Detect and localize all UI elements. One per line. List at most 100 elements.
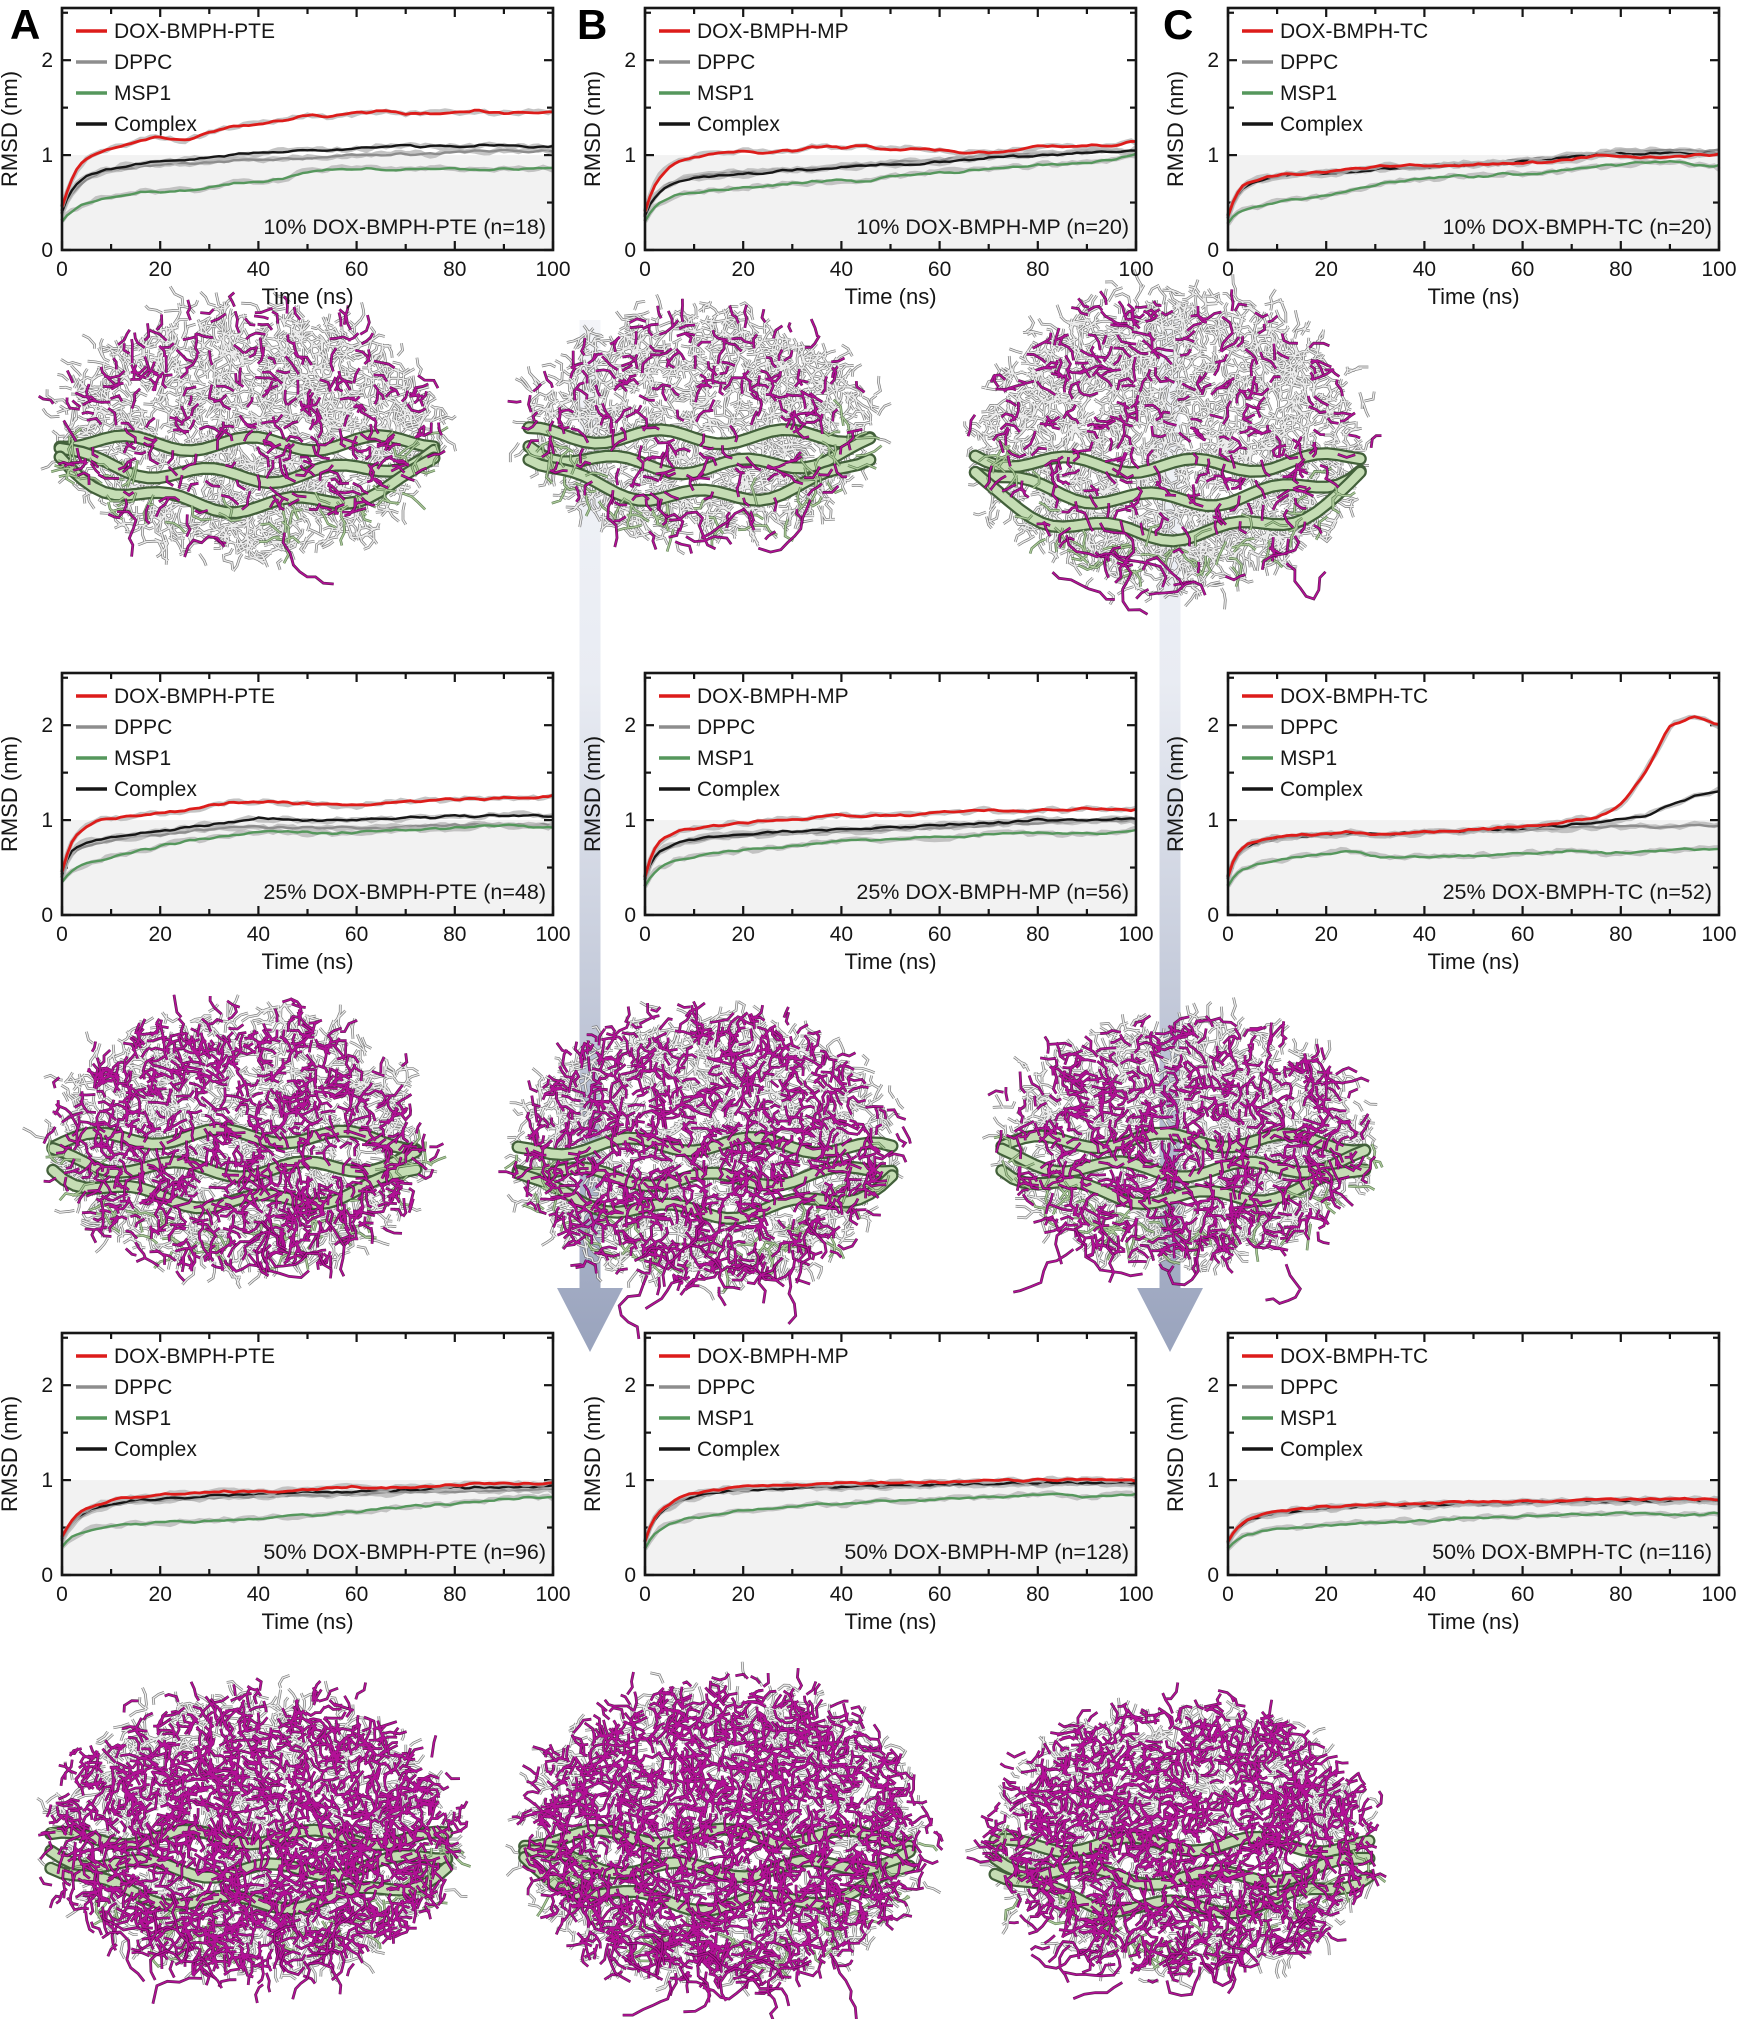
x-tick-label: 80 [1026,1583,1049,1606]
dox-bmph-dangling [1051,522,1327,615]
x-tick-label: 20 [732,1583,755,1606]
x-axis-label: Time (ns) [1427,284,1519,309]
nanodisc-snapshot-10pct-dox-bmph-pte [37,285,457,586]
legend: DOX-BMPH-TC DPPC MSP1 Complex [1242,20,1428,136]
series-line-complex [60,1484,554,1540]
legend-label: MSP1 [1280,1407,1337,1430]
y-axis-label: RMSD (nm) [0,1396,22,1512]
composition-annotation: 25% DOX-BMPH-MP (n=56) [856,880,1129,904]
x-tick-label: 0 [56,1583,68,1606]
legend-label: DPPC [1280,1376,1338,1399]
nanodisc-snapshot-50pct-dox-bmph-mp [505,1661,944,2019]
x-tick-label: 40 [830,1583,853,1606]
dox-bmph-dangling [618,1210,827,1340]
x-tick-label: 80 [443,258,466,281]
legend-label: Complex [114,1438,197,1461]
y-axis-label: RMSD (nm) [1166,1396,1188,1512]
x-axis-label: Time (ns) [1427,1609,1519,1634]
rmsd-plot-svg: 0 20 40 60 80 100 0 1 2 RMSD (nm) Time (ns) DOX-BMP… [583,1331,1154,1634]
series-line-dox-bmph-pte [60,108,553,208]
legend-label: DOX-BMPH-MP [697,20,849,43]
msp1-ribbon [46,1863,452,1914]
series-line-complex [60,813,554,876]
legend-label: DPPC [114,51,172,74]
x-tick-label: 60 [345,258,368,281]
plot-frame [643,6,1138,252]
rmsd-plot-svg: 0 20 40 60 80 100 0 1 2 RMSD (nm) Time (ns) DOX-BMP… [1166,6,1737,309]
dox-bmph-sticks [967,289,1382,600]
y-tick-label: 1 [1207,809,1219,832]
legend-label: DPPC [1280,51,1338,74]
series-line-msp1 [1227,160,1720,225]
legend-label: MSP1 [1280,747,1337,770]
x-tick-label: 20 [149,258,172,281]
x-tick-label: 20 [149,923,172,946]
plot-frame [60,671,555,917]
series-line-msp1 [643,1492,1137,1550]
legend-label: DPPC [114,716,172,739]
plot-frame [1226,1331,1721,1577]
x-tick-label: 0 [639,923,651,946]
msp1-ribbon [524,423,875,449]
series-line-dox-bmph-mp [643,806,1137,878]
msp1-ribbon [990,1854,1374,1889]
y-tick-label: 2 [624,714,636,737]
legend-label: DPPC [697,51,755,74]
legend-label: DOX-BMPH-TC [1280,20,1428,43]
x-tick-label: 60 [928,923,951,946]
y-tick-label: 1 [41,144,53,167]
legend-label: MSP1 [1280,82,1337,105]
nanodisc-snapshot-10pct-dox-bmph-mp [507,293,892,556]
y-tick-label: 2 [1207,1374,1219,1397]
x-tick-label: 60 [345,1583,368,1606]
y-tick-label: 2 [41,49,53,72]
x-tick-label: 60 [1511,923,1534,946]
rmsd-chart-25pct-pte: 0 20 40 60 80 100 0 1 2 RMSD (nm) Time (ns) DOX-BMP… [0,665,583,977]
legend-label: MSP1 [114,82,171,105]
y-tick-label: 2 [624,49,636,72]
x-tick-label: 80 [443,1583,466,1606]
legend-label: DOX-BMPH-TC [1280,1345,1428,1368]
nanodisc-snapshot-25pct-dox-bmph-pte [22,994,447,1290]
x-tick-label: 0 [1222,923,1234,946]
x-tick-label: 60 [1511,1583,1534,1606]
series-line-msp1 [61,823,554,883]
dox-bmph-dangling [116,510,334,585]
dox-bmph-dangling [607,1933,858,2019]
legend-label: DOX-BMPH-PTE [114,685,275,708]
rmsd-plot-svg: 0 20 40 60 80 100 0 1 2 RMSD (nm) Time (ns) DOX-BMP… [1166,671,1737,974]
x-axis-label: Time (ns) [844,1609,936,1634]
x-tick-label: 40 [247,258,270,281]
rmsd-chart-10pct-pte: 0 20 40 60 80 100 0 1 2 RMSD (nm) Time (ns) DOX-BMP… [0,0,583,312]
dox-bmph-dangling [1013,1227,1302,1305]
dox-bmph-sticks [38,291,446,545]
nanodisc-snapshot-50pct-dox-bmph-tc [965,1682,1387,2000]
dox-bmph-sticks [43,994,444,1282]
y-tick-label: 0 [41,239,53,262]
y-tick-label: 1 [1207,144,1219,167]
x-tick-label: 20 [732,923,755,946]
x-tick-label: 80 [1609,923,1632,946]
composition-annotation: 25% DOX-BMPH-PTE (n=48) [263,880,546,904]
rmsd-plot-svg: 0 20 40 60 80 100 0 1 2 RMSD (nm) Time (ns) DOX-BMP… [0,6,571,309]
rmsd-chart-50pct-pte: 0 20 40 60 80 100 0 1 2 RMSD (nm) Time (ns) DOX-BMP… [0,1325,583,1637]
legend: DOX-BMPH-MP DPPC MSP1 Complex [659,685,849,801]
x-tick-label: 80 [1609,1583,1632,1606]
x-tick-label: 40 [1413,923,1436,946]
legend-label: DPPC [697,716,755,739]
plot-frame [1226,6,1721,252]
x-tick-label: 100 [1701,923,1736,946]
series-line-dox-bmph-mp [643,140,1137,213]
dox-bmph-dangling [1030,1911,1327,2000]
y-tick-label: 0 [624,904,636,927]
composition-annotation: 50% DOX-BMPH-MP (n=128) [844,1540,1129,1564]
y-tick-label: 1 [41,809,53,832]
plot-frame [1226,671,1721,917]
series-error-fuzz-msp1 [60,821,555,883]
composition-annotation: 50% DOX-BMPH-TC (n=116) [1432,1540,1712,1564]
y-axis-label: RMSD (nm) [0,71,22,187]
rmsd-chart-50pct-mp: 0 20 40 60 80 100 0 1 2 RMSD (nm) Time (ns) DOX-BMP… [583,1325,1166,1637]
legend-label: Complex [1280,778,1363,801]
composition-annotation: 10% DOX-BMPH-PTE (n=18) [263,215,546,239]
